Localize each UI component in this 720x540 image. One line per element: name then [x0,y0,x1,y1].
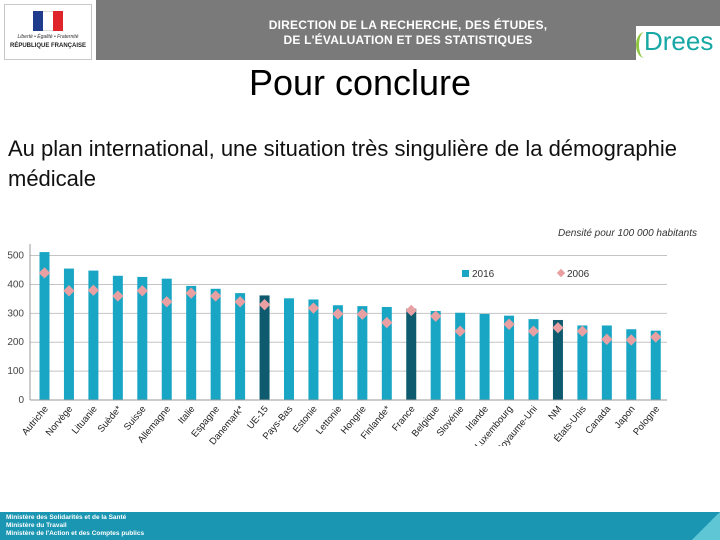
bar-2016 [88,270,99,400]
y-tick-label: 300 [7,308,24,319]
bar-2016 [186,285,197,400]
bar-2016 [430,311,441,400]
drees-logo: Drees [636,26,720,60]
footer-bar: Ministère des Solidarités et de la Santé… [0,512,720,540]
bar-2016 [137,276,148,400]
bar-2016 [479,313,490,400]
bar-2016 [406,308,417,400]
logo-republic: RÉPUBLIQUE FRANÇAISE [9,43,86,49]
bar-2016 [601,325,612,400]
bar-2016 [381,306,392,400]
chart-title: Densité pour 100 000 habitants [558,228,697,239]
swoosh-icon [636,32,653,58]
bar-2016 [552,319,563,400]
bar-2016 [577,325,588,400]
bar-2016 [528,319,539,400]
marker-2006 [63,285,75,297]
y-tick-label: 500 [7,251,24,262]
french-flag-icon [33,11,63,31]
logo-motto: Liberté • Égalité • Fraternité [17,34,79,40]
bar-2016 [235,293,246,400]
bar-2016 [63,268,74,400]
bar-2016 [308,299,319,400]
footer-ministry-1: Ministère des Solidarités et de la Santé [6,514,127,521]
page-title: Pour conclure [248,62,472,103]
brand-name: Drees [644,26,714,56]
x-category-label: Italie [176,404,197,426]
republic-logo: Liberté • Égalité • Fraternité RÉPUBLIQU… [4,4,92,60]
legend-label-2016: 2016 [472,269,495,280]
marker-2006 [405,304,417,317]
bar-2016 [650,330,661,400]
y-tick-label: 400 [7,279,24,290]
banner-line-1: DIRECTION DE LA RECHERCHE, DES ÉTUDES, [268,18,548,32]
y-tick-label: 200 [7,337,24,348]
bar-2016 [210,288,221,400]
x-category-label: Canada [583,403,613,436]
bar-2016 [626,329,637,400]
bar-2016 [112,275,123,400]
bar-2016 [504,315,515,400]
page-subtitle: Au plan international, une situation trè… [8,136,677,191]
bar-2016 [332,305,343,400]
footer-ministry-3: Ministère de l'Action et des Comptes pub… [6,530,145,537]
header-banner: DIRECTION DE LA RECHERCHE, DES ÉTUDES, D… [96,0,720,60]
marker-2006 [503,318,515,330]
x-category-label: Lituanie [70,404,100,437]
bar-2016 [455,312,466,400]
y-tick-label: 100 [7,366,24,377]
legend-swatch-2016 [462,270,469,277]
marker-2006 [381,316,393,329]
banner-line-2: DE L'ÉVALUATION ET DES STATISTIQUES [283,33,533,47]
x-category-label: NM [546,404,564,422]
legend-marker-2006 [556,268,566,278]
bar-2016 [357,306,368,400]
legend-label-2006: 2006 [567,269,590,280]
density-bar-chart: Densité pour 100 000 habitants 0 100 200 300… [7,228,697,446]
bar-2016 [259,295,270,400]
x-category-label: Pologne [631,404,662,438]
x-category-label: Lettonie [314,404,344,437]
bar-2016 [39,252,50,400]
marker-2006 [136,285,148,297]
marker-2006 [356,308,369,320]
footer-decoration [692,512,720,540]
x-category-label: Suède* [96,404,125,435]
bar-2016 [161,278,172,400]
bar-2016 [284,298,294,400]
footer-ministry-2: Ministère du Travail [6,522,67,529]
y-tick-label: 0 [18,395,24,406]
